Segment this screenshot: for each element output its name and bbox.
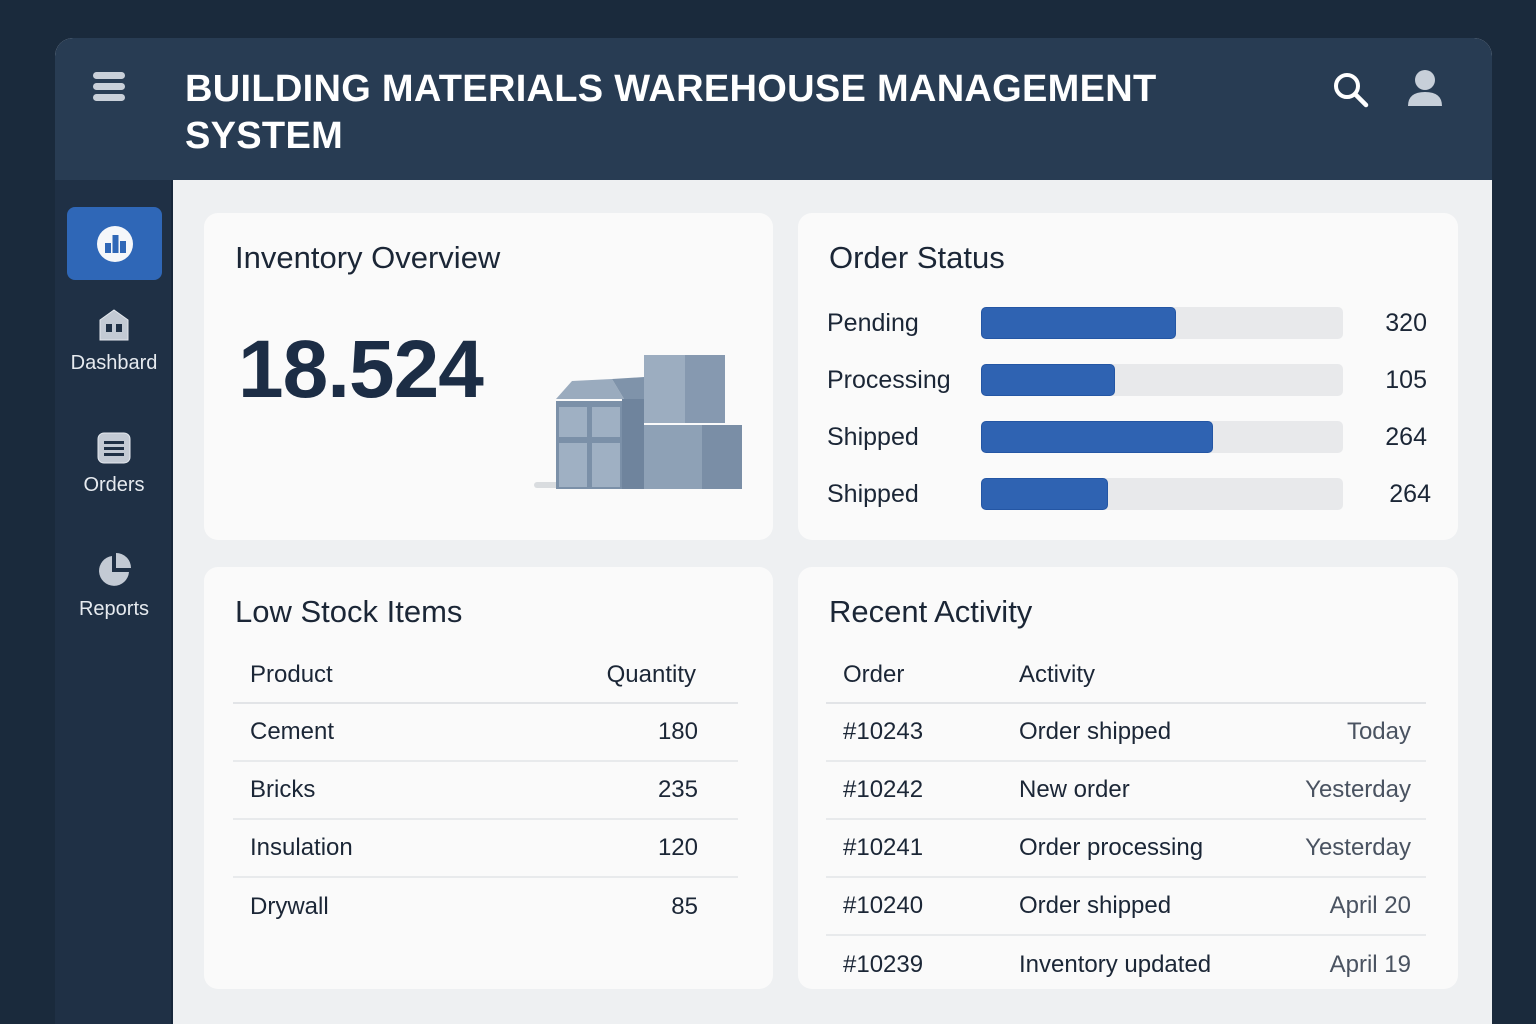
status-value: 320 [1385, 309, 1427, 337]
table-row[interactable]: Cement 180 [233, 703, 738, 762]
status-value: 264 [1385, 423, 1427, 451]
table-row[interactable]: #10241 Order processing Yesterday [826, 819, 1426, 878]
sidebar-item-label: Orders [83, 474, 145, 496]
column-header-quantity: Quantity [473, 647, 738, 704]
recent-activity-card: Recent Activity Order Activity #10243 Or… [798, 567, 1458, 989]
progress-fill [981, 421, 1213, 453]
recent-activity-table: Order Activity #10243 Order shipped Toda… [826, 647, 1426, 993]
activity-time: Yesterday [1268, 819, 1426, 878]
inventory-total: 18.524 [238, 324, 484, 415]
progress-track [981, 307, 1343, 339]
activity-description: Order processing [1019, 819, 1269, 878]
status-row-pending: Pending 320 [827, 306, 1427, 340]
app-window: BUILDING MATERIALS WAREHOUSE MANAGEMENT … [55, 38, 1492, 1024]
sidebar-item-label: Dashbard [70, 352, 158, 374]
activity-description: Order shipped [1019, 877, 1269, 936]
status-value: 264 [1389, 480, 1431, 508]
status-label: Shipped [827, 423, 919, 451]
activity-description: Order shipped [1019, 703, 1269, 762]
product-name: Drywall [250, 892, 329, 920]
sidebar-item-reports[interactable]: Reports [55, 552, 173, 621]
table-row[interactable]: #10242 New order Yesterday [826, 761, 1426, 820]
column-header-product: Product [233, 647, 474, 704]
status-value: 105 [1385, 366, 1427, 394]
low-stock-card: Low Stock Items Product Quantity Cement … [204, 567, 773, 989]
list-icon [97, 432, 131, 464]
table-row[interactable]: #10239 Inventory updated April 19 [826, 935, 1426, 993]
progress-fill [981, 307, 1177, 339]
activity-time: April 19 [1329, 950, 1411, 978]
product-name: Cement [233, 703, 474, 762]
warehouse-boxes-illustration [534, 355, 742, 489]
table-header-row: Order Activity [826, 647, 1426, 704]
sidebar: Dashbard Orders Reports [55, 180, 173, 1024]
progress-track [981, 421, 1343, 453]
product-name: Bricks [233, 761, 474, 820]
bar-chart-icon [96, 225, 133, 262]
column-header-activity: Activity [1019, 647, 1269, 704]
product-quantity: 120 [473, 819, 738, 878]
progress-fill [981, 364, 1115, 396]
progress-track [981, 478, 1343, 510]
warehouse-icon [99, 309, 129, 341]
inventory-overview-card: Inventory Overview 18.524 [204, 213, 773, 540]
table-header-row: Product Quantity [233, 647, 738, 704]
card-title: Order Status [829, 240, 1005, 275]
app-title: BUILDING MATERIALS WAREHOUSE MANAGEMENT … [185, 68, 1157, 157]
table-row[interactable]: #10240 Order shipped April 20 [826, 877, 1426, 936]
status-row-shipped: Shipped 264 [827, 420, 1427, 454]
card-title: Low Stock Items [235, 594, 463, 629]
table-row[interactable]: Bricks 235 [233, 761, 738, 820]
order-status-card: Order Status Pending 320 Processing 105 … [798, 213, 1458, 540]
sidebar-item-orders[interactable]: Orders [55, 432, 173, 497]
activity-description: New order [1019, 761, 1269, 820]
activity-time: Yesterday [1268, 761, 1426, 820]
app-header: BUILDING MATERIALS WAREHOUSE MANAGEMENT … [55, 38, 1492, 180]
progress-fill [981, 478, 1108, 510]
status-row-processing: Processing 105 [827, 363, 1427, 397]
status-row-shipped-2: Shipped 264 [827, 477, 1431, 511]
order-number: #10239 [843, 950, 924, 978]
table-row[interactable]: #10243 Order shipped Today [826, 703, 1426, 762]
product-name: Insulation [233, 819, 474, 878]
card-title: Inventory Overview [235, 240, 501, 275]
activity-time: Today [1268, 703, 1426, 762]
sidebar-item-label: Reports [78, 598, 150, 620]
card-title: Recent Activity [829, 594, 1033, 629]
status-label: Processing [827, 366, 951, 394]
sidebar-item-dashboard[interactable]: Dashbard [55, 308, 173, 375]
search-icon[interactable] [1331, 70, 1371, 110]
table-row[interactable]: Insulation 120 [233, 819, 738, 878]
order-number: #10241 [826, 819, 1019, 878]
order-number: #10240 [826, 877, 1019, 936]
hamburger-menu-icon[interactable] [93, 72, 125, 106]
table-row[interactable]: Drywall 85 [233, 877, 738, 935]
column-header-time [1268, 647, 1426, 704]
pie-chart-icon [99, 553, 131, 586]
progress-track [981, 364, 1343, 396]
order-number: #10243 [826, 703, 1019, 762]
product-quantity: 235 [473, 761, 738, 820]
activity-description: Inventory updated [1019, 950, 1212, 978]
column-header-order: Order [826, 647, 1019, 704]
order-number: #10242 [826, 761, 1019, 820]
status-label: Shipped [827, 480, 919, 508]
status-label: Pending [827, 309, 919, 337]
user-icon[interactable] [1405, 68, 1445, 110]
activity-time: April 20 [1268, 877, 1426, 936]
sidebar-item-overview[interactable] [67, 207, 162, 280]
product-quantity: 180 [473, 703, 738, 762]
product-quantity: 85 [671, 892, 698, 920]
low-stock-table: Product Quantity Cement 180 Bricks 235 I… [233, 647, 738, 935]
